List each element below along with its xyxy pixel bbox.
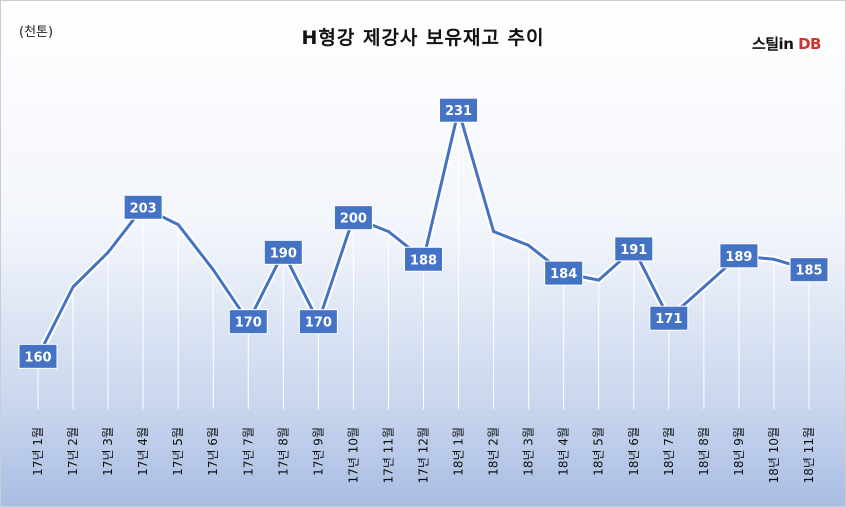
x-tick-label: 18년 10월	[767, 427, 781, 483]
logo-text: 스틸in	[751, 35, 794, 53]
x-tick-label: 18년 4월	[557, 427, 571, 476]
data-label: 190	[270, 246, 297, 261]
data-label-box	[439, 97, 479, 123]
x-tick-label: 17년 3월	[101, 427, 115, 476]
data-label-box	[123, 194, 163, 220]
data-label: 171	[655, 312, 682, 327]
x-tick-label: 17년 4월	[136, 427, 150, 476]
x-tick-label: 18년 3월	[522, 427, 536, 476]
x-tick-label: 17년 2월	[66, 427, 80, 476]
data-point	[772, 257, 776, 261]
chart-title: H형강 제강사 보유재고 추이	[301, 27, 545, 49]
data-label-box	[649, 305, 689, 331]
x-tick-label: 17년 10월	[346, 427, 360, 483]
x-tick-label: 17년 5월	[171, 427, 185, 476]
x-tick-label: 18년 7월	[662, 427, 676, 476]
data-label-box	[263, 239, 303, 265]
x-tick-label: 18년 9월	[732, 427, 746, 476]
data-point	[71, 285, 75, 289]
data-label: 160	[24, 350, 51, 365]
data-label: 185	[795, 264, 822, 279]
x-tick-label: 17년 7월	[241, 427, 255, 476]
x-tick-label: 18년 1월	[452, 427, 466, 476]
data-label: 191	[620, 243, 647, 258]
data-label-box	[18, 343, 58, 369]
data-point	[702, 285, 706, 289]
x-tick-label: 17년 8월	[276, 427, 290, 476]
logo-db: DB	[798, 35, 821, 53]
data-label-box	[404, 246, 443, 272]
x-tick-label: 17년 1월	[31, 427, 45, 476]
data-label-box	[228, 309, 268, 335]
data-label: 188	[410, 253, 437, 268]
data-label-box	[614, 236, 654, 262]
x-tick-label: 17년 11월	[381, 427, 395, 483]
data-point	[597, 278, 601, 282]
y-unit-label: (천톤)	[19, 25, 54, 40]
data-label-box	[333, 205, 373, 231]
data-label: 200	[340, 212, 367, 227]
x-tick-label: 18년 11월	[802, 427, 816, 483]
x-tick-label: 18년 8월	[697, 427, 711, 476]
x-tick-label: 18년 2월	[487, 427, 501, 476]
x-tick-label: 17년 9월	[311, 427, 325, 476]
data-point	[527, 243, 531, 247]
data-point	[176, 223, 180, 227]
data-point	[211, 268, 215, 272]
data-label-box	[298, 309, 338, 335]
data-label-box	[544, 260, 584, 286]
data-label: 170	[235, 316, 262, 331]
data-label-box	[719, 243, 759, 269]
data-point	[492, 230, 496, 234]
data-label: 203	[130, 201, 157, 216]
data-point	[386, 230, 390, 234]
x-tick-label: 17년 12월	[417, 427, 431, 483]
data-label: 231	[445, 104, 472, 119]
x-tick-label: 17년 6월	[206, 427, 220, 476]
data-label-box	[789, 257, 829, 283]
x-tick-label: 18년 6월	[627, 427, 641, 476]
data-label: 184	[550, 267, 577, 282]
data-label: 189	[725, 250, 752, 265]
steelin-db-logo: 스틸in DB	[751, 33, 822, 54]
data-point	[106, 250, 110, 254]
data-label: 170	[305, 316, 332, 331]
x-tick-label: 18년 5월	[592, 427, 606, 476]
